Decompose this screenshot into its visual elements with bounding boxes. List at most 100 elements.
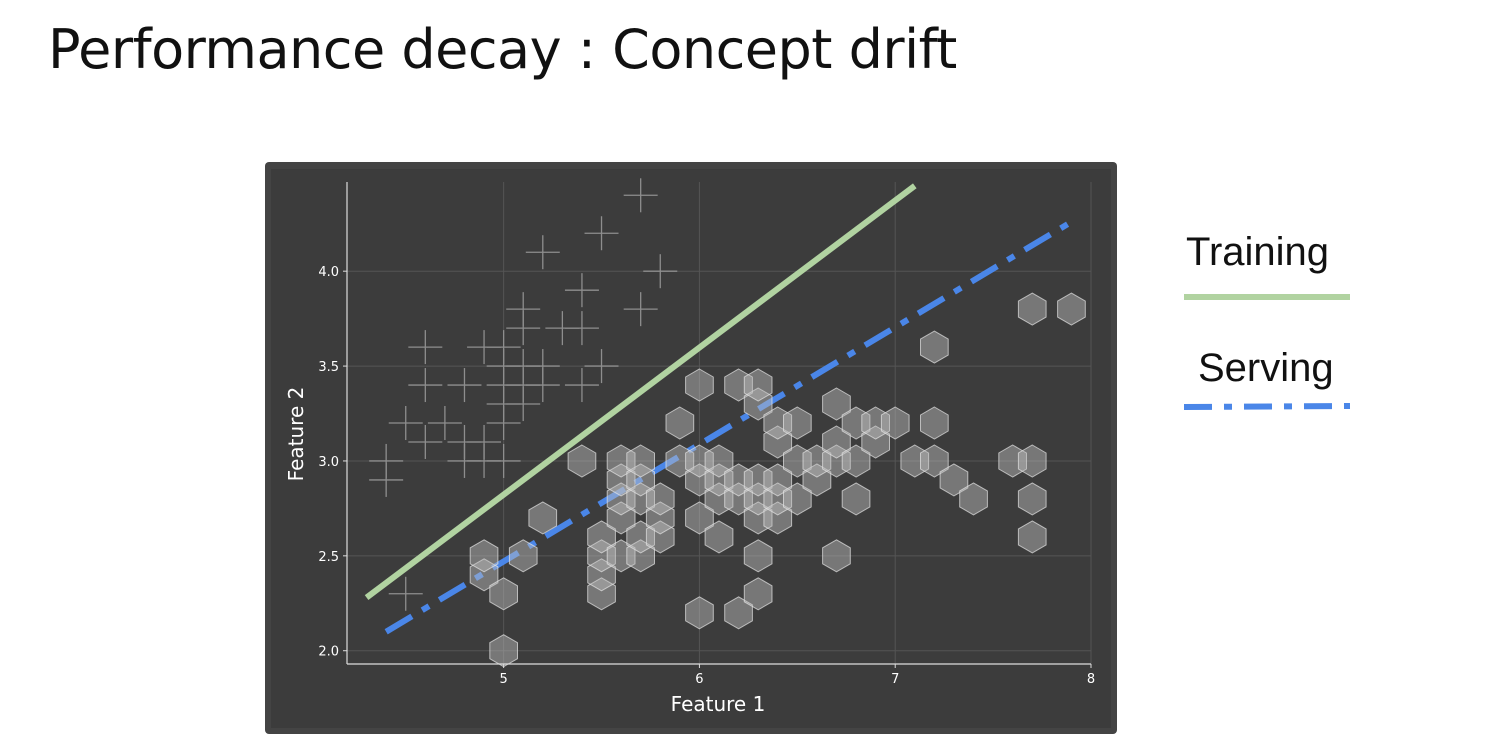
- hexagon-point: [783, 444, 812, 478]
- hexagon-point: [841, 406, 871, 440]
- hexagon-point: [880, 406, 910, 440]
- training-line: [364, 183, 917, 600]
- hexagon-point: [763, 501, 793, 535]
- hexagon-point: [998, 444, 1027, 478]
- hexagon-point: [1017, 520, 1047, 554]
- y-tick-label: 2.0: [318, 645, 339, 660]
- cross-point: [408, 368, 443, 403]
- hexagon-point: [861, 406, 890, 440]
- hexagon-point: [763, 482, 793, 516]
- hexagon-point: [724, 482, 753, 516]
- x-tick-label: 6: [695, 672, 703, 687]
- hexagon-point: [704, 444, 734, 478]
- x-tick-label: 5: [499, 672, 507, 687]
- hexagon-point: [626, 463, 655, 497]
- cross-point: [369, 443, 404, 478]
- hexagon-point: [645, 520, 675, 554]
- hexagon-point: [763, 425, 793, 459]
- hexagon-point: [920, 406, 949, 440]
- hexagon-point: [469, 558, 499, 592]
- hexagon-point: [861, 425, 890, 459]
- tick-labels: 5 6 7 8 2.0 2.5 3.0 3.5 4.0: [318, 265, 1095, 687]
- hexagon-point: [1017, 444, 1047, 478]
- y-tick-label: 2.5: [318, 550, 339, 565]
- cross-point: [564, 368, 599, 403]
- cross-point: [427, 406, 462, 440]
- hexagon-point: [665, 444, 695, 478]
- hexagon-point: [802, 444, 832, 478]
- hexagon-point: [704, 520, 734, 554]
- hexagon-point: [822, 539, 851, 573]
- legend-training-label: Training: [1186, 230, 1330, 274]
- hexagon-point: [724, 368, 753, 402]
- grid-lines: [347, 182, 1092, 664]
- hexagon-point: [743, 577, 773, 611]
- hexagon-point: [587, 539, 616, 573]
- hexagon-point: [587, 577, 616, 611]
- y-tick-label: 3.0: [318, 455, 339, 470]
- cross-point: [486, 443, 521, 478]
- hexagon-point: [528, 501, 558, 535]
- cross-point: [388, 406, 423, 440]
- hexagon-point: [606, 501, 636, 535]
- hexagon-point: [743, 539, 773, 573]
- hexagon-point: [489, 577, 518, 611]
- hexagon-point: [508, 539, 538, 573]
- hexagon-point: [783, 406, 812, 440]
- hexagon-point: [685, 463, 714, 497]
- hexagon-point: [959, 482, 988, 516]
- hexagon-point: [743, 501, 773, 535]
- hexagon-point: [685, 501, 714, 535]
- cross-point: [525, 349, 560, 384]
- hexagon-point: [626, 539, 655, 573]
- y-tick-label: 4.0: [318, 265, 339, 280]
- y-tick-label: 3.5: [318, 360, 339, 375]
- cross-point: [408, 330, 443, 365]
- hexagon-point: [743, 368, 773, 402]
- hexagon-point: [822, 425, 851, 459]
- hexagon-point: [920, 444, 949, 478]
- data-points: [369, 178, 1086, 668]
- hexagon-point: [626, 482, 655, 516]
- hexagon-point: [1017, 482, 1047, 516]
- x-tick-label: 8: [1087, 672, 1095, 687]
- hexagon-point: [763, 463, 793, 497]
- hexagon-point: [567, 444, 597, 478]
- hexagon-point: [900, 444, 930, 478]
- hexagon-point: [606, 444, 636, 478]
- hexagon-point: [802, 463, 832, 497]
- legend: Training Serving: [1180, 228, 1380, 428]
- hexagon-point: [606, 482, 636, 516]
- x-axis-label: Feature 1: [671, 692, 766, 716]
- y-axis-label: Feature 2: [284, 387, 308, 482]
- hexagon-point: [665, 406, 695, 440]
- hexagon-point: [783, 482, 812, 516]
- cross-point: [564, 311, 599, 346]
- hexagon-point: [841, 444, 871, 478]
- hexagon-point: [1057, 292, 1086, 326]
- legend-serving-line: [1184, 403, 1351, 410]
- cross-point: [486, 330, 521, 365]
- cross-point: [623, 292, 658, 327]
- hexagon-point: [606, 463, 636, 497]
- hexagon-point: [685, 596, 714, 630]
- hexagon-point: [587, 520, 616, 554]
- hexagon-point: [822, 444, 851, 478]
- hexagon-point: [743, 387, 773, 421]
- serving-line: [384, 219, 1073, 635]
- hexagon-point: [763, 406, 793, 440]
- hexagon-point: [724, 596, 753, 630]
- hexagon-point: [469, 539, 499, 573]
- hexagon-point: [841, 482, 871, 516]
- hexagon-point: [685, 368, 714, 402]
- hexagon-point: [920, 330, 949, 364]
- hexagon-point: [645, 482, 675, 516]
- hexagon-point: [939, 463, 969, 497]
- cross-point: [506, 292, 541, 327]
- hexagon-point: [743, 482, 773, 516]
- hexagon-point: [587, 558, 616, 592]
- hexagon-point: [822, 387, 851, 421]
- cross-point: [564, 273, 599, 308]
- cross-point: [447, 368, 482, 403]
- hexagon-point: [743, 463, 773, 497]
